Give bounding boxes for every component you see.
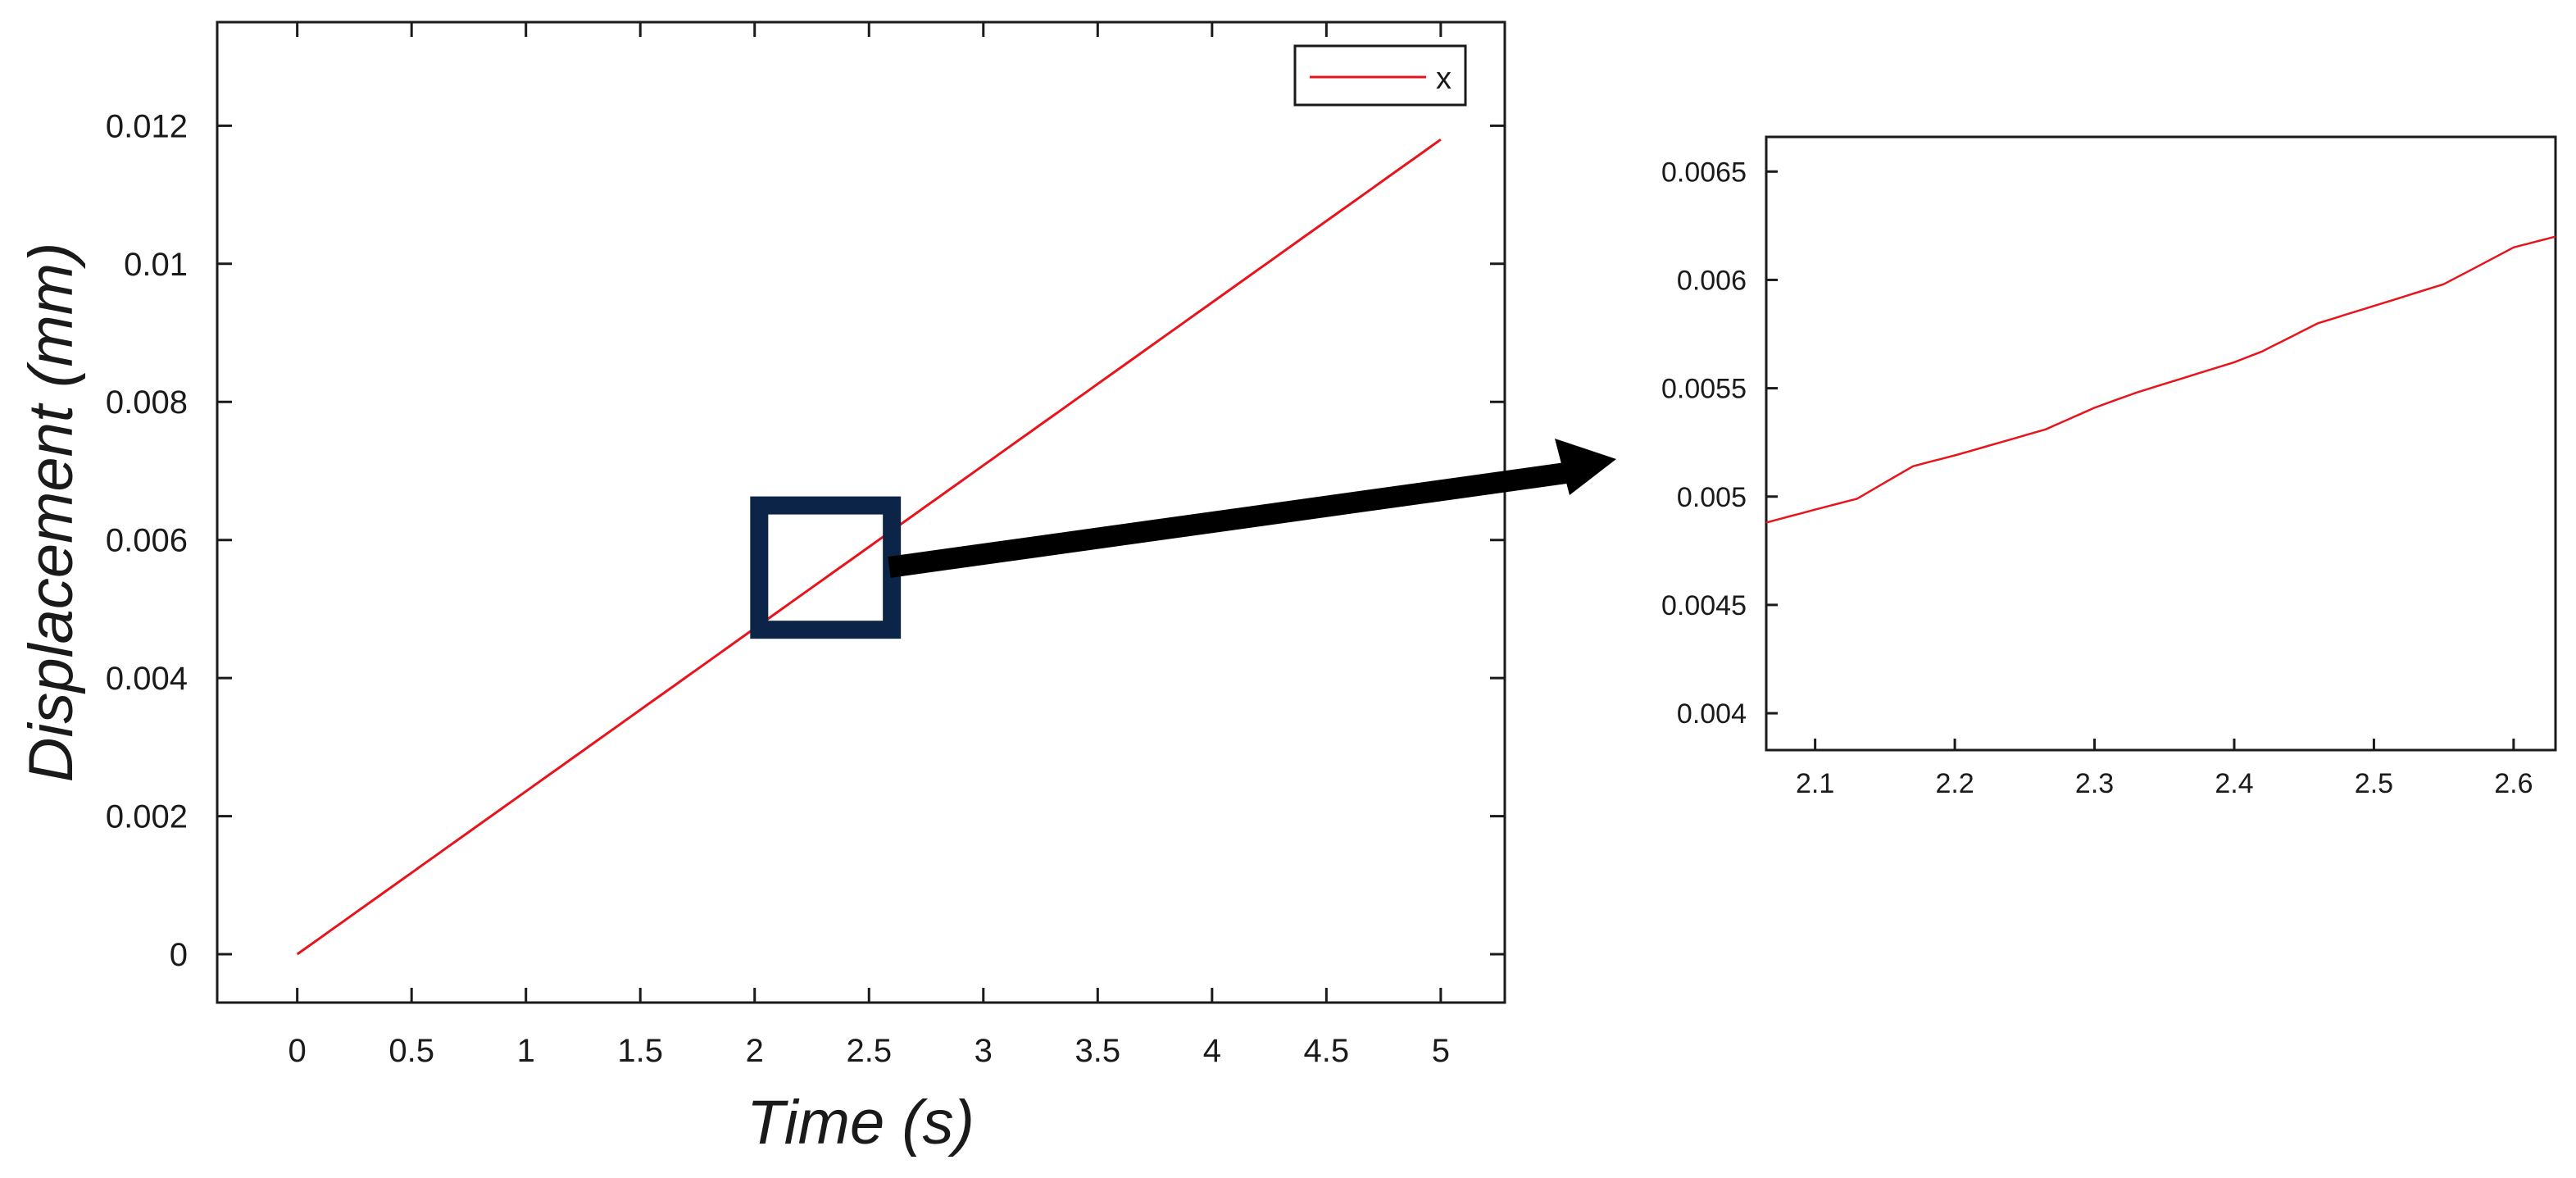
zoom-y-tick-label: 0.0055: [1661, 374, 1747, 405]
main-x-tick-label: 1: [517, 1033, 535, 1069]
zoom-y-tick-label: 0.006: [1677, 265, 1747, 296]
main-plot-frame: [216, 20, 1506, 1004]
main-x-tick-label: 4.5: [1304, 1033, 1350, 1069]
main-y-tick-label: 0.004: [106, 661, 188, 697]
zoom-x-tick-label: 2.5: [2355, 768, 2393, 799]
zoom-ticks: 2.1 2.2 2.3 2.4 2.5 2.6 0.004 0.0045 0.005 0.0055…: [1661, 157, 2533, 799]
main-y-tick-label: 0.006: [106, 523, 188, 559]
legend-box: [1293, 44, 1467, 107]
zoom-series-line: [1765, 235, 2556, 524]
legend-label: x: [1436, 61, 1452, 96]
zoom-y-tick-label: 0.0045: [1661, 590, 1747, 621]
main-y-tick-label: 0.008: [106, 384, 188, 421]
zoom-pointer-arrow: [888, 439, 1616, 578]
main-x-tick-label: 5: [1432, 1033, 1450, 1069]
zoom-y-tick-label: 0.005: [1677, 482, 1747, 513]
main-y-axis-title: Displacement (mm): [16, 243, 86, 783]
main-x-tick-label: 4: [1203, 1033, 1221, 1069]
zoom-x-tick-label: 2.2: [1935, 768, 1974, 799]
main-x-axis-title: Time (s): [747, 1088, 975, 1158]
main-x-tick-label: 0: [288, 1033, 307, 1069]
zoom-x-tick-label: 2.3: [2075, 768, 2114, 799]
main-y-tick-label: 0.012: [106, 108, 188, 144]
arrow-shaft: [888, 462, 1574, 578]
main-x-tick-label: 2.5: [846, 1033, 892, 1069]
zoom-y-tick-label: 0.004: [1677, 698, 1747, 730]
zoom-chart: 2.1 2.2 2.3 2.4 2.5 2.6 0.004 0.0045 0.005 0.0055…: [1661, 135, 2557, 799]
zoom-series-layer: [1765, 235, 2556, 524]
zoom-x-tick-label: 2.6: [2494, 768, 2533, 799]
main-y-tick-label: 0.002: [106, 799, 188, 835]
arrow-head: [1555, 439, 1616, 495]
main-y-tick-label: 0.01: [124, 247, 188, 283]
main-ticks: 0 0.5 1 1.5 2 2.5 3 3.5 4 4.5 5 0 0.002 0.004 0.006 0.0…: [106, 22, 1505, 1069]
main-y-tick-label: 0: [170, 937, 188, 973]
main-chart: 0 0.5 1 1.5 2 2.5 3 3.5 4 4.5 5 0 0.002 0.004 0.006 0.0…: [16, 20, 1506, 1158]
zoom-x-tick-label: 2.4: [2215, 768, 2253, 799]
main-series-layer: [296, 138, 1442, 956]
main-x-tick-label: 3: [975, 1033, 993, 1069]
main-x-tick-label: 0.5: [388, 1033, 434, 1069]
main-x-tick-label: 1.5: [617, 1033, 663, 1069]
zoom-plot-frame: [1765, 135, 2557, 752]
main-x-tick-label: 3.5: [1075, 1033, 1121, 1069]
main-series-line: [296, 138, 1442, 956]
main-x-tick-label: 2: [746, 1033, 764, 1069]
legend: x: [1293, 44, 1467, 107]
zoom-x-tick-label: 2.1: [1796, 768, 1834, 799]
zoom-y-tick-label: 0.0065: [1661, 157, 1747, 188]
